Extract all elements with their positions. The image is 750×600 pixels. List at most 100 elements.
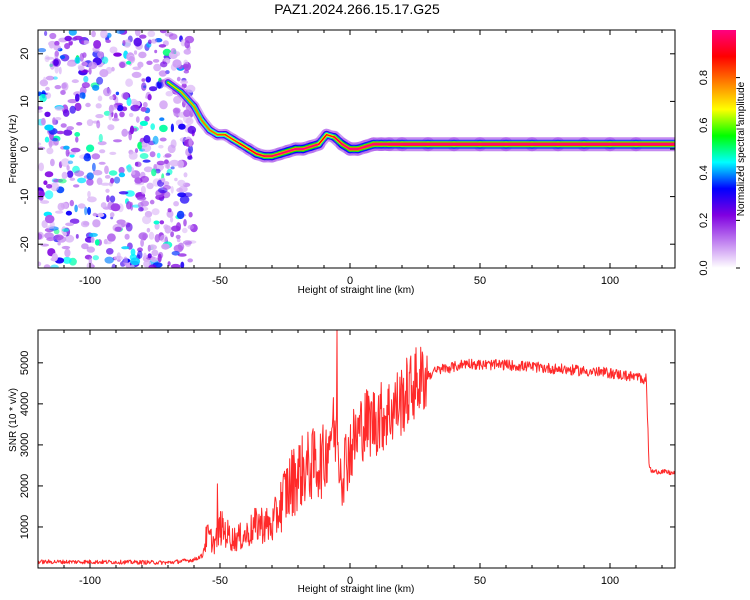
spectrogram-noise-cell xyxy=(86,178,94,186)
snr-frame xyxy=(37,329,676,569)
spectrogram-noise-cell xyxy=(118,172,126,178)
spectrogram-noise-cell xyxy=(67,99,78,104)
spectrogram-noise-cell xyxy=(154,234,160,243)
snr-y-axis-label: SNR (10 * v/v) xyxy=(8,388,19,452)
spectrogram-ridge-segment xyxy=(167,81,182,93)
spectrogram-noise-cell xyxy=(177,242,185,251)
spectrogram-noise-cell xyxy=(46,225,55,230)
spectrogram-noise-cell xyxy=(104,165,109,175)
spectrogram-ridge-segment xyxy=(201,119,211,131)
spectrogram-x-tick-label: -100 xyxy=(79,275,101,287)
spectrogram-noise-cell xyxy=(132,66,141,71)
spectrogram-noise-cell xyxy=(149,151,156,158)
spectrogram-noise-cell xyxy=(61,245,71,250)
spectrogram-noise-cell xyxy=(87,207,91,215)
spectrogram-noise-cell xyxy=(175,234,181,239)
spectrogram-noise-cell xyxy=(65,222,74,227)
spectrogram-ridge-segment xyxy=(325,133,336,138)
spectrogram-noise-cell xyxy=(43,264,51,268)
spectrogram-noise-cell xyxy=(97,141,107,146)
spectrogram-noise-cell xyxy=(128,131,132,141)
spectrogram-noise-cell xyxy=(66,61,76,67)
spectrogram-noise-cell xyxy=(94,239,100,246)
spectrogram-noise-cell xyxy=(99,69,109,78)
spectrogram-noise-cell xyxy=(83,75,89,83)
spectrogram-noise-cell xyxy=(104,256,114,264)
spectrogram-noise-cell xyxy=(113,139,122,143)
spectrogram-noise-cell xyxy=(88,232,98,237)
colorbar: 0.0 0.2 0.4 0.6 0.8 Normalized spectral ampl… xyxy=(698,30,747,276)
spectrogram-noise-cell xyxy=(141,78,146,82)
spectrogram-noise-cell xyxy=(97,212,105,218)
spectrogram-noise-cell xyxy=(148,231,155,240)
spectrogram-noise-cell xyxy=(170,231,175,238)
spectrogram-noise-cell xyxy=(88,256,93,265)
spectrogram-noise-cell xyxy=(83,154,92,162)
spectrogram-noise-cell xyxy=(159,100,168,110)
spectrogram-noise-cell xyxy=(160,61,168,68)
spectrogram-noise-cell xyxy=(73,35,83,41)
spectrogram-noise-cell xyxy=(187,258,193,263)
spectrogram-noise-cell xyxy=(91,153,101,160)
spectrogram-noise-cell xyxy=(143,252,147,259)
colorbar-label: Normalized spectral amplitude xyxy=(736,81,747,216)
spectrogram-noise-cell xyxy=(44,232,54,239)
spectrogram-noise-cell xyxy=(136,196,147,201)
spectrogram-noise-cell xyxy=(150,123,155,130)
snr-y-ticks: 1000 2000 3000 4000 5000 xyxy=(19,351,675,539)
spectrogram-noise-cell xyxy=(99,149,106,154)
spectrogram-noise-cell xyxy=(88,61,98,70)
spectrogram-noise-cell xyxy=(63,145,70,150)
spectrogram-noise-cell xyxy=(92,219,101,228)
spectrogram-noise-cell xyxy=(116,219,126,225)
spectrogram-noise-cell xyxy=(58,66,62,75)
spectrogram-noise-cell xyxy=(108,170,118,176)
spectrogram-noise-cell xyxy=(69,105,76,114)
spectrogram-noise-cell xyxy=(138,207,144,212)
spectrogram-noise-cell xyxy=(67,160,74,165)
spectrogram-noise-cell xyxy=(54,85,62,90)
spectrogram-noise-cell xyxy=(151,249,159,257)
colorbar-tick-label: 0.8 xyxy=(698,70,710,85)
spectrogram-noise-cell xyxy=(153,220,160,225)
spectrogram-noise-cell xyxy=(92,162,96,172)
spectrogram-noise-cell xyxy=(149,199,155,205)
spectrogram-noise-cell xyxy=(44,214,55,224)
spectrogram-noise-cell xyxy=(158,70,167,77)
spectrogram-ridge-layer xyxy=(162,77,675,163)
spectrogram-noise-cell xyxy=(183,69,189,74)
spectrogram-x-axis-label: Height of straight line (km) xyxy=(298,285,415,296)
spectrogram-noise-cell xyxy=(134,161,142,168)
colorbar-tick-label: 0.6 xyxy=(698,118,710,133)
spectrogram-y-tick-label: -20 xyxy=(19,236,31,252)
spectrogram-y-tick-label: 10 xyxy=(19,95,31,107)
colorbar-tick-label: 0.0 xyxy=(698,260,710,275)
spectrogram-noise-cell xyxy=(170,166,175,170)
spectrogram-noise-cell xyxy=(137,247,143,252)
spectrogram-noise-cell xyxy=(170,186,174,194)
spectrogram-noise-cell xyxy=(71,79,79,84)
spectrogram-ridge-segment xyxy=(333,136,344,145)
spectrogram-noise-cell xyxy=(123,39,131,48)
spectrogram-noise-cell xyxy=(119,61,126,69)
spectrogram-noise-cell xyxy=(121,246,130,250)
spectrogram-y-tick-label: -10 xyxy=(19,189,31,205)
spectrogram-noise-cell xyxy=(124,233,130,240)
spectrogram-noise-cell xyxy=(141,144,152,153)
spectrogram-noise-cell xyxy=(182,63,189,69)
snr-y-tick-label: 2000 xyxy=(19,474,31,498)
spectrogram-noise-cell xyxy=(170,216,174,223)
spectrogram-noise-cell xyxy=(126,164,132,173)
spectrogram-noise-cell xyxy=(76,122,83,126)
spectrogram-noise-cell xyxy=(178,123,186,130)
spectrogram-noise-cell xyxy=(74,132,81,137)
spectrogram-noise-cell xyxy=(141,82,147,91)
spectrogram-noise-cell xyxy=(108,112,112,121)
spectrogram-noise-cell xyxy=(109,46,118,54)
spectrogram-noise-cell xyxy=(85,102,91,108)
spectrogram-noise-cell xyxy=(43,76,47,84)
spectrogram-noise-cell xyxy=(137,141,143,150)
spectrogram-noise-cell xyxy=(106,195,110,203)
spectrogram-noise-cell xyxy=(164,153,172,158)
